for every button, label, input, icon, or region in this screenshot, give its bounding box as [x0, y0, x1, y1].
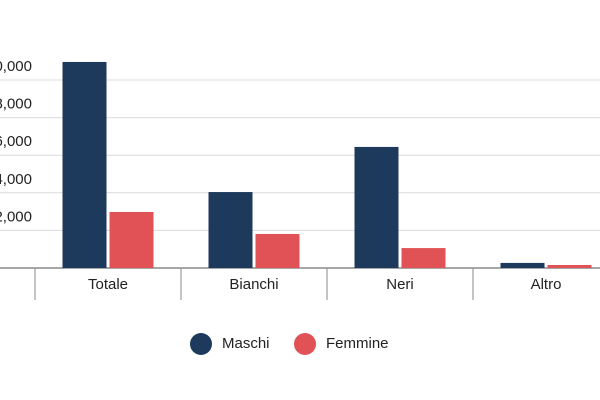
y-tick-label: 10,000 — [0, 58, 32, 75]
y-tick-label: 4,000 — [0, 171, 32, 188]
bar — [354, 146, 399, 268]
y-tick-label: 6,000 — [0, 133, 32, 150]
bar — [401, 248, 446, 268]
bar — [208, 192, 253, 268]
bar — [547, 264, 592, 268]
y-tick-label: 8,000 — [0, 96, 32, 113]
bar — [62, 61, 107, 269]
bar — [109, 211, 154, 268]
legend-label: Femmine — [326, 335, 389, 352]
bar — [500, 262, 545, 268]
x-tick-label: Bianchi — [229, 276, 278, 293]
x-tick-label: Totale — [88, 276, 128, 293]
x-tick-label: Altro — [531, 276, 562, 293]
bar — [255, 233, 300, 268]
legend-marker — [190, 333, 212, 355]
x-tick-label: Neri — [386, 276, 414, 293]
legend-marker — [294, 333, 316, 355]
y-tick-label: 2,000 — [0, 208, 32, 225]
legend-label: Maschi — [222, 335, 270, 352]
